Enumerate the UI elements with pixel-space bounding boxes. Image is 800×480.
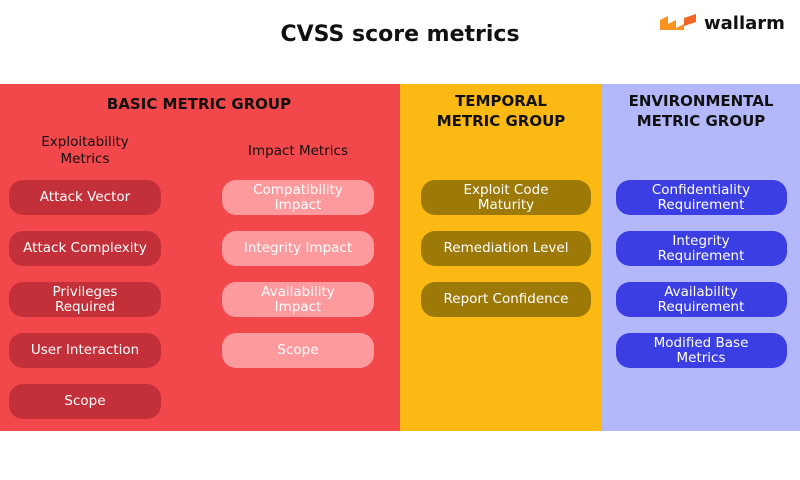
metric-pill: Confidentiality Requirement: [615, 180, 787, 215]
metric-pill: Availability Impact: [222, 282, 374, 317]
metric-pill: Remediation Level: [421, 231, 591, 266]
metric-pill: Attack Vector: [9, 180, 161, 215]
group-title: TEMPORAL METRIC GROUP: [436, 92, 566, 130]
metric-pill: Attack Complexity: [9, 231, 161, 266]
metric-pill: Compatibility Impact: [222, 180, 374, 215]
metric-pill: Integrity Requirement: [615, 231, 787, 266]
metric-pill: Availability Requirement: [615, 282, 787, 317]
logo-icon: [660, 14, 696, 30]
column-heading: Exploitability Metrics: [41, 134, 129, 167]
logo-text: wallarm: [704, 12, 785, 34]
metric-pill: Privileges Required: [9, 282, 161, 317]
group-title: ENVIRONMENTAL METRIC GROUP: [628, 92, 774, 130]
title: CVSS score metrics: [280, 22, 520, 47]
metric-pill: Exploit Code Maturity: [421, 180, 591, 215]
logo: wallarm: [658, 12, 785, 34]
metric-pill: User Interaction: [9, 333, 161, 368]
group-title: BASIC METRIC GROUP: [106, 95, 292, 113]
metric-pill: Integrity Impact: [222, 231, 374, 266]
metric-pill: Scope: [222, 333, 374, 368]
metric-pill: Scope: [9, 384, 161, 419]
metric-pill: Report Confidence: [421, 282, 591, 317]
column-heading: Impact Metrics: [248, 143, 348, 159]
metric-pill: Modified Base Metrics: [615, 333, 787, 368]
